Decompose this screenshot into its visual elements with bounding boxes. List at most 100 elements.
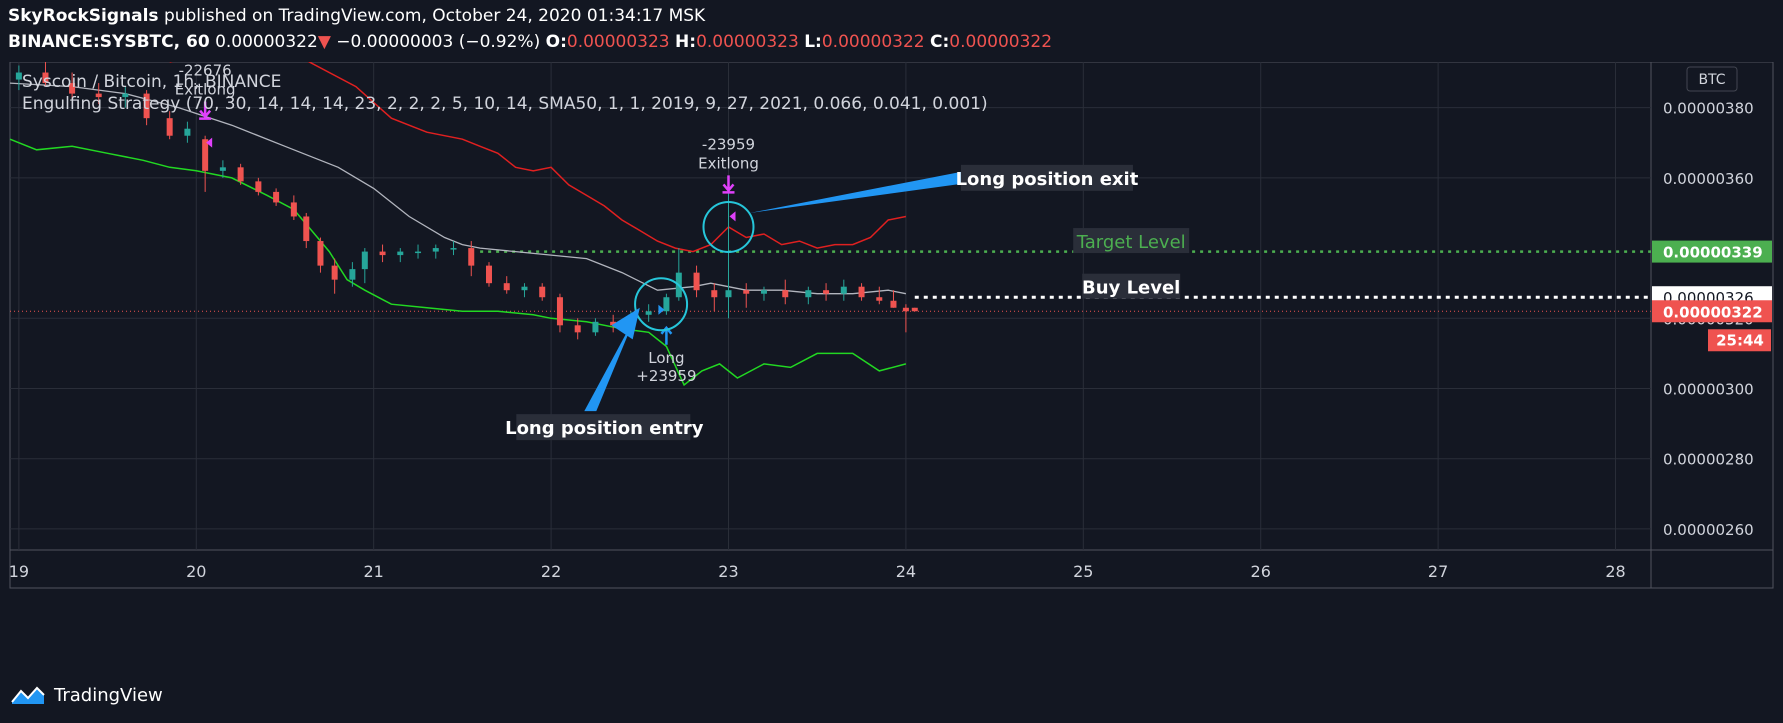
candle-body bbox=[663, 297, 670, 312]
price-tick-label: 0.00000260 bbox=[1663, 521, 1754, 539]
exit-value-label: -22676 bbox=[179, 62, 232, 80]
time-tick-label: 21 bbox=[364, 562, 384, 581]
candle-body bbox=[237, 167, 244, 182]
price-level-tag-label: 0.00000339 bbox=[1663, 244, 1763, 262]
candle-body bbox=[468, 248, 475, 266]
low-label: L: bbox=[804, 32, 822, 52]
strategy-legend[interactable]: Engulfing Strategy (70, 30, 14, 14, 14, … bbox=[22, 94, 988, 114]
candle-body bbox=[450, 248, 457, 250]
last-price: 0.00000322 bbox=[215, 32, 318, 52]
candle-body bbox=[725, 290, 732, 298]
candle-body bbox=[317, 241, 324, 266]
time-tick-label: 27 bbox=[1428, 562, 1448, 581]
candle-body bbox=[273, 191, 280, 203]
candle-body bbox=[290, 202, 297, 217]
candle-body bbox=[122, 93, 129, 98]
entry-value-label: +23959 bbox=[636, 367, 696, 385]
candle-body bbox=[782, 290, 789, 298]
entry-highlight-circle bbox=[634, 277, 689, 332]
time-axis[interactable]: 19 20 21 22 23 24 25 26 27 28 bbox=[9, 562, 1626, 581]
countdown-tag bbox=[1708, 329, 1771, 352]
candle-body bbox=[379, 251, 386, 256]
time-tick-label: 24 bbox=[896, 562, 916, 581]
candle-body bbox=[556, 297, 563, 326]
candle-body bbox=[743, 290, 750, 294]
candle-body bbox=[876, 297, 883, 301]
candle-body bbox=[331, 265, 338, 280]
candle-body bbox=[42, 72, 49, 84]
symbol-name: BINANCE:SYSBTC, 60 bbox=[8, 32, 210, 52]
exit-highlight-circle bbox=[702, 201, 755, 254]
candle-body bbox=[184, 128, 191, 136]
entry-callout-box bbox=[516, 414, 691, 441]
price-tick-label: 0.00000300 bbox=[1663, 381, 1754, 399]
time-tick-label: 20 bbox=[186, 562, 206, 581]
published-text: published on TradingView.com, October 24… bbox=[163, 6, 706, 26]
open-label: O: bbox=[545, 32, 567, 52]
price-tick-label: 0.00000360 bbox=[1663, 170, 1754, 188]
candle-body bbox=[432, 248, 439, 252]
buy-level-box bbox=[1082, 273, 1181, 299]
down-arrow-icon: ▼ bbox=[317, 32, 331, 52]
candle-body bbox=[711, 290, 718, 298]
author-name[interactable]: SkyRockSignals bbox=[8, 6, 159, 26]
entry-arrow-icon bbox=[660, 325, 673, 345]
candle-body bbox=[397, 251, 404, 256]
candle-body bbox=[805, 290, 812, 298]
countdown-label: 25:44 bbox=[1716, 331, 1764, 349]
exit-triangle-icon bbox=[729, 211, 736, 222]
candle-body bbox=[202, 139, 209, 171]
price-change: −0.00000003 (−0.92%) bbox=[336, 32, 541, 52]
currency-label: BTC bbox=[1698, 72, 1725, 88]
candle-body bbox=[693, 272, 700, 291]
exit-value-label: -23959 bbox=[702, 135, 755, 153]
candle-body bbox=[15, 72, 22, 80]
time-tick-label: 22 bbox=[541, 562, 561, 581]
currency-button[interactable] bbox=[1686, 66, 1738, 92]
candle-body bbox=[255, 181, 262, 192]
candle-body bbox=[485, 265, 492, 284]
low-value: 0.00000322 bbox=[821, 32, 925, 52]
candle-body bbox=[521, 286, 528, 291]
entry-callout-text: Long position entry bbox=[505, 418, 704, 439]
exit-triangle-icon bbox=[206, 137, 213, 148]
publish-info: SkyRockSignals published on TradingView.… bbox=[8, 6, 705, 26]
time-tick-label: 26 bbox=[1251, 562, 1271, 581]
entry-callout-arrow bbox=[584, 314, 637, 412]
candle-body bbox=[166, 118, 173, 136]
price-axis[interactable]: 0.000003800.000003600.000003200.00000300… bbox=[1652, 100, 1772, 539]
indicator-sma50 bbox=[9, 82, 907, 295]
candle-body bbox=[361, 251, 368, 270]
candle-body bbox=[890, 300, 897, 308]
time-tick-label: 23 bbox=[718, 562, 738, 581]
candle-body bbox=[840, 286, 847, 294]
price-tick-label: 0.00000280 bbox=[1663, 451, 1754, 469]
symbol-info: BINANCE:SYSBTC, 60 0.00000322▼ −0.000000… bbox=[8, 32, 1052, 52]
candle-body bbox=[143, 93, 150, 119]
indicator-lower-band bbox=[9, 138, 907, 387]
high-value: 0.00000323 bbox=[696, 32, 799, 52]
time-tick-label: 28 bbox=[1605, 562, 1625, 581]
close-label: C: bbox=[930, 32, 950, 52]
candle-body bbox=[219, 167, 226, 171]
exit-callout-box bbox=[960, 164, 1133, 191]
indicator-upper-band bbox=[169, 62, 907, 253]
candle-body bbox=[349, 269, 356, 280]
exit-arrow-icon bbox=[722, 175, 735, 194]
entry-callout-arrowhead bbox=[611, 307, 640, 340]
time-tick-label: 19 bbox=[9, 562, 29, 581]
candle-body bbox=[503, 283, 510, 291]
exit-arrow-icon bbox=[199, 101, 212, 120]
candle-body bbox=[415, 251, 422, 254]
high-label: H: bbox=[675, 32, 697, 52]
price-level-tag bbox=[1652, 300, 1772, 323]
entry-label: Long bbox=[648, 349, 684, 367]
price-tick-label: 0.00000380 bbox=[1663, 100, 1754, 118]
footer-brand[interactable]: TradingView bbox=[54, 684, 163, 706]
candle-body bbox=[69, 83, 76, 94]
candle-body bbox=[539, 286, 546, 298]
price-level-tag-label: 0.00000322 bbox=[1663, 303, 1763, 321]
candle-body bbox=[902, 307, 909, 312]
